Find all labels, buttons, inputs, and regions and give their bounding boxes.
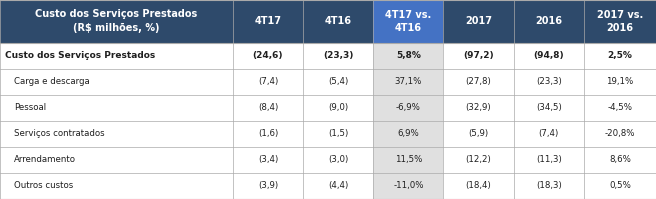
Bar [0,69,233,95]
Bar [0,95,233,121]
Bar [0,121,233,147]
Text: (24,6): (24,6) [253,51,283,60]
Bar [303,69,373,95]
Text: (27,8): (27,8) [466,77,491,86]
Bar [443,95,514,121]
Text: (7,4): (7,4) [539,129,559,139]
Text: (32,9): (32,9) [466,103,491,112]
Bar [443,43,514,69]
Text: -20,8%: -20,8% [605,129,635,139]
Bar [373,121,443,147]
Text: 2017 vs.
2016: 2017 vs. 2016 [597,10,643,33]
Text: (1,5): (1,5) [328,129,348,139]
Bar [303,43,373,69]
Bar [303,95,373,121]
Bar [514,147,584,173]
Text: Custo dos Serviços Prestados: Custo dos Serviços Prestados [5,51,155,60]
Text: (3,9): (3,9) [258,181,278,190]
Text: 5,8%: 5,8% [396,51,420,60]
Text: 4T17 vs.
4T16: 4T17 vs. 4T16 [385,10,432,33]
Text: 4T16: 4T16 [325,16,352,26]
Text: Custo dos Serviços Prestados
(R$ milhões, %): Custo dos Serviços Prestados (R$ milhões… [35,9,197,33]
Text: Serviços contratados: Serviços contratados [14,129,105,139]
Text: (34,5): (34,5) [536,103,562,112]
Bar [233,43,303,69]
Bar [303,147,373,173]
Bar [584,0,656,43]
Text: (94,8): (94,8) [533,51,564,60]
Text: (97,2): (97,2) [463,51,494,60]
Text: (5,9): (5,9) [468,129,489,139]
Bar [0,0,233,43]
Bar [373,95,443,121]
Text: Arrendamento: Arrendamento [14,155,77,164]
Bar [584,95,656,121]
Text: (18,4): (18,4) [466,181,491,190]
Bar [0,43,233,69]
Bar [584,173,656,199]
Bar [303,173,373,199]
Bar [514,173,584,199]
Bar [443,147,514,173]
Text: (9,0): (9,0) [328,103,348,112]
Text: 4T17: 4T17 [255,16,281,26]
Text: (1,6): (1,6) [258,129,278,139]
Bar [584,147,656,173]
Text: 11,5%: 11,5% [395,155,422,164]
Text: 19,1%: 19,1% [606,77,634,86]
Bar [233,69,303,95]
Text: (23,3): (23,3) [323,51,354,60]
Text: 2017: 2017 [465,16,492,26]
Bar [373,69,443,95]
Text: -4,5%: -4,5% [607,103,632,112]
Text: Carga e descarga: Carga e descarga [14,77,90,86]
Text: (3,0): (3,0) [328,155,348,164]
Bar [514,121,584,147]
Text: (23,3): (23,3) [536,77,562,86]
Bar [233,0,303,43]
Bar [514,43,584,69]
Bar [514,69,584,95]
Bar [514,0,584,43]
Text: Pessoal: Pessoal [14,103,47,112]
Bar [514,95,584,121]
Bar [0,147,233,173]
Text: (3,4): (3,4) [258,155,278,164]
Bar [443,0,514,43]
Text: (12,2): (12,2) [466,155,491,164]
Bar [373,147,443,173]
Bar [443,69,514,95]
Text: (18,3): (18,3) [536,181,562,190]
Text: 2016: 2016 [535,16,562,26]
Bar [233,95,303,121]
Bar [0,173,233,199]
Bar [303,121,373,147]
Text: (4,4): (4,4) [328,181,348,190]
Bar [443,121,514,147]
Bar [584,69,656,95]
Bar [373,173,443,199]
Text: 0,5%: 0,5% [609,181,631,190]
Text: 8,6%: 8,6% [609,155,631,164]
Text: (8,4): (8,4) [258,103,278,112]
Bar [303,0,373,43]
Bar [233,147,303,173]
Text: 2,5%: 2,5% [607,51,632,60]
Text: Outros custos: Outros custos [14,181,73,190]
Bar [373,43,443,69]
Bar [373,0,443,43]
Bar [584,121,656,147]
Bar [584,43,656,69]
Bar [443,173,514,199]
Text: -6,9%: -6,9% [396,103,420,112]
Bar [233,121,303,147]
Text: (11,3): (11,3) [536,155,562,164]
Text: (5,4): (5,4) [328,77,348,86]
Text: 37,1%: 37,1% [395,77,422,86]
Text: 6,9%: 6,9% [398,129,419,139]
Bar [233,173,303,199]
Text: -11,0%: -11,0% [393,181,424,190]
Text: (7,4): (7,4) [258,77,278,86]
